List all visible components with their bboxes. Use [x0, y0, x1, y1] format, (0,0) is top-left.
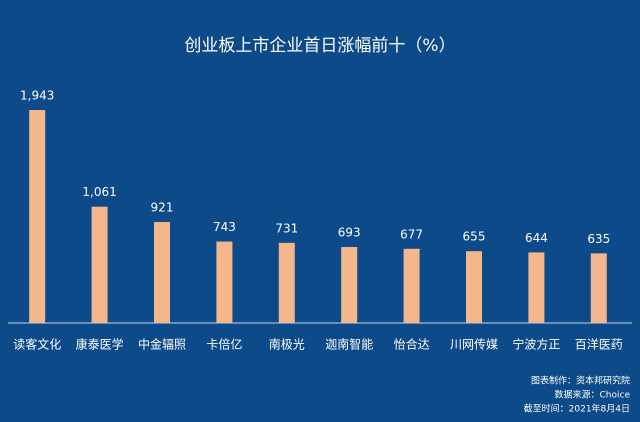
- x-tick-label: 怡合达: [394, 337, 430, 352]
- bar: [590, 253, 607, 323]
- value-label: 921: [151, 201, 174, 215]
- bar: [528, 252, 545, 323]
- bar: [154, 222, 170, 323]
- x-tick-label: 宁波方正: [512, 337, 560, 352]
- x-tick-label: 川网传媒: [450, 337, 498, 352]
- bar: [216, 241, 233, 323]
- value-label: 743: [213, 220, 236, 234]
- value-label: 1,943: [20, 89, 54, 103]
- value-label: 677: [400, 227, 423, 241]
- x-tick-label: 读客文化: [13, 337, 61, 352]
- value-label: 655: [463, 230, 486, 244]
- value-label: 1,061: [82, 185, 116, 199]
- x-tick-label: 卡倍亿: [206, 337, 242, 352]
- x-tick-label: 康泰医学: [76, 337, 124, 352]
- value-label: 644: [525, 231, 548, 245]
- value-label: 693: [338, 226, 361, 240]
- bar: [91, 206, 108, 323]
- x-tick-label: 百洋医药: [575, 337, 623, 352]
- x-tick-label: 迦南智能: [325, 337, 373, 352]
- bar: [29, 110, 46, 323]
- bar: [466, 251, 482, 323]
- bar: [341, 247, 358, 323]
- footer-text: 截至时间：2021年8月4日: [524, 403, 630, 415]
- value-label: 731: [275, 221, 298, 235]
- x-tick-label: 南极光: [269, 337, 305, 352]
- bar: [403, 248, 420, 323]
- bar: [278, 242, 295, 323]
- footer-text: 图表制作：资本邦研究院: [531, 375, 630, 387]
- value-label: 635: [587, 232, 610, 246]
- x-tick-label: 中金辐照: [138, 337, 186, 352]
- chart-title: 创业板上市企业首日涨幅前十（%）: [184, 36, 455, 56]
- footer-text: 数据来源：Choice: [555, 389, 631, 401]
